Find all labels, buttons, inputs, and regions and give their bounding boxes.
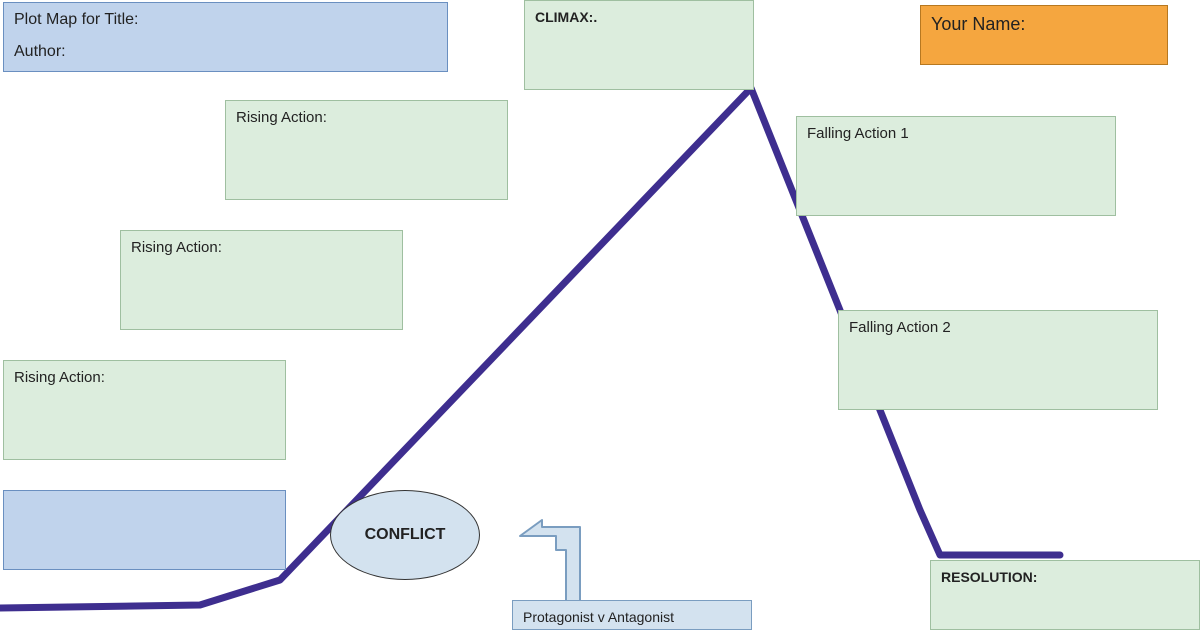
climax-label: CLIMAX:.	[535, 9, 597, 25]
exposition-box	[3, 490, 286, 570]
resolution-box: RESOLUTION:	[930, 560, 1200, 630]
plot-title-label: Plot Map for Title:	[14, 11, 437, 29]
rising-action-2-box: Rising Action:	[120, 230, 403, 330]
rising-action-3-label: Rising Action:	[236, 109, 327, 126]
falling-action-2-label: Falling Action 2	[849, 319, 951, 336]
falling-action-1-label: Falling Action 1	[807, 125, 909, 142]
protagonist-antagonist-box: Protagonist v Antagonist	[512, 600, 752, 630]
falling-action-2-box: Falling Action 2	[838, 310, 1158, 410]
falling-action-1-box: Falling Action 1	[796, 116, 1116, 216]
title-author-box: Plot Map for Title: Author:	[3, 2, 448, 72]
rising-action-1-box: Rising Action:	[3, 360, 286, 460]
climax-box: CLIMAX:.	[524, 0, 754, 90]
protagonist-antagonist-label: Protagonist v Antagonist	[523, 609, 674, 625]
conflict-label: CONFLICT	[365, 526, 446, 544]
your-name-box: Your Name:	[920, 5, 1168, 65]
rising-action-2-label: Rising Action:	[131, 239, 222, 256]
resolution-label: RESOLUTION:	[941, 569, 1037, 585]
conflict-ellipse: CONFLICT	[330, 490, 480, 580]
rising-action-1-label: Rising Action:	[14, 369, 105, 386]
rising-action-3-box: Rising Action:	[225, 100, 508, 200]
author-label: Author:	[14, 43, 437, 61]
your-name-label: Your Name:	[931, 14, 1025, 34]
